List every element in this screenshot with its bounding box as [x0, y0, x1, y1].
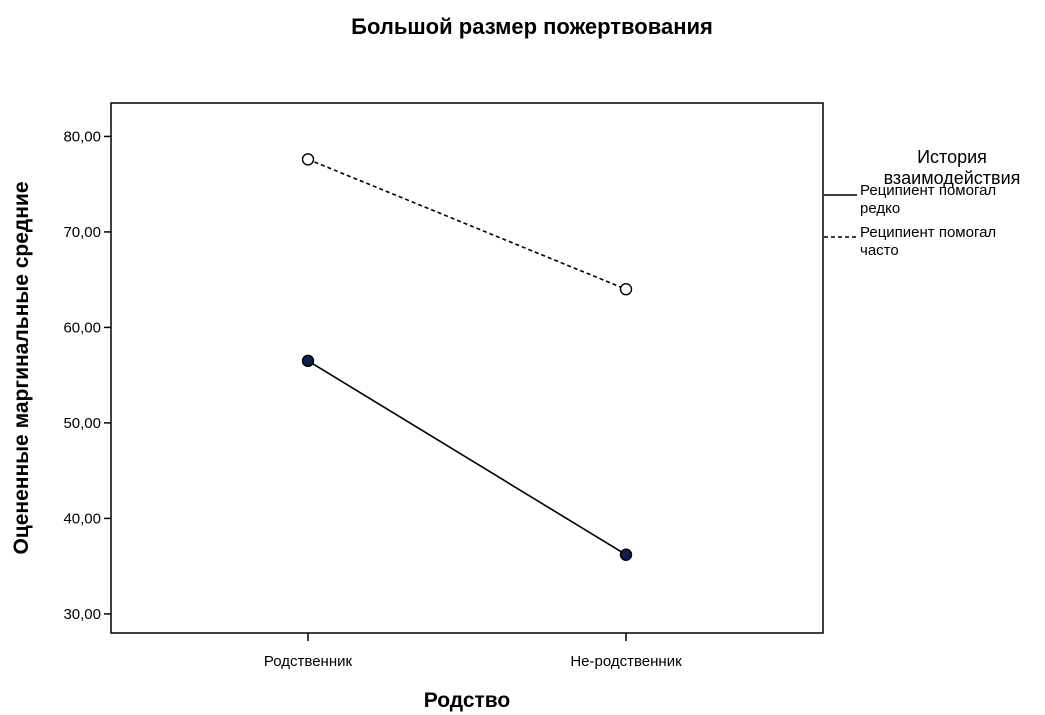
- x-axis-title: Родство: [424, 689, 511, 712]
- legend-title-line-1: История: [917, 147, 987, 167]
- series-0-point-0: [301, 354, 315, 368]
- y-tick-label: 70,00: [63, 224, 101, 241]
- y-tick-label: 60,00: [63, 319, 101, 336]
- x-tick-label: Не-родственник: [570, 653, 682, 670]
- series-layer: [301, 153, 633, 561]
- y-axis: 30,00 40,00 50,00 60,00 70,00 80,00: [63, 128, 111, 623]
- series-0-point-1: [619, 548, 633, 561]
- y-axis-title: Оцененные маргинальные средние: [10, 181, 33, 554]
- legend: История взаимодействия Реципиент помогал…: [824, 147, 1020, 259]
- plot-area: [110, 102, 824, 634]
- y-tick-label: 40,00: [63, 510, 101, 527]
- y-tick-label: 80,00: [63, 128, 101, 145]
- legend-title-line-2: взаимодействия: [884, 168, 1021, 188]
- series-1-point-0: [301, 153, 315, 166]
- legend-label-often-line-2: часто: [860, 242, 899, 259]
- legend-label-often-line-1: Реципиент помогал: [860, 224, 996, 241]
- series-line-1: [307, 158, 627, 290]
- x-tick-label: Родственник: [264, 653, 353, 670]
- chart-title: Большой размер пожертвования: [351, 14, 713, 39]
- series-1-point-1: [619, 283, 633, 296]
- legend-label-rarely-line-2: редко: [860, 200, 900, 217]
- y-tick-label: 30,00: [63, 606, 101, 623]
- x-axis: Родственник Не-родственник: [264, 633, 682, 670]
- legend-label-rarely-line-1: Реципиент помогал: [860, 182, 996, 199]
- y-tick-label: 50,00: [63, 415, 101, 432]
- series-line-0: [307, 360, 627, 556]
